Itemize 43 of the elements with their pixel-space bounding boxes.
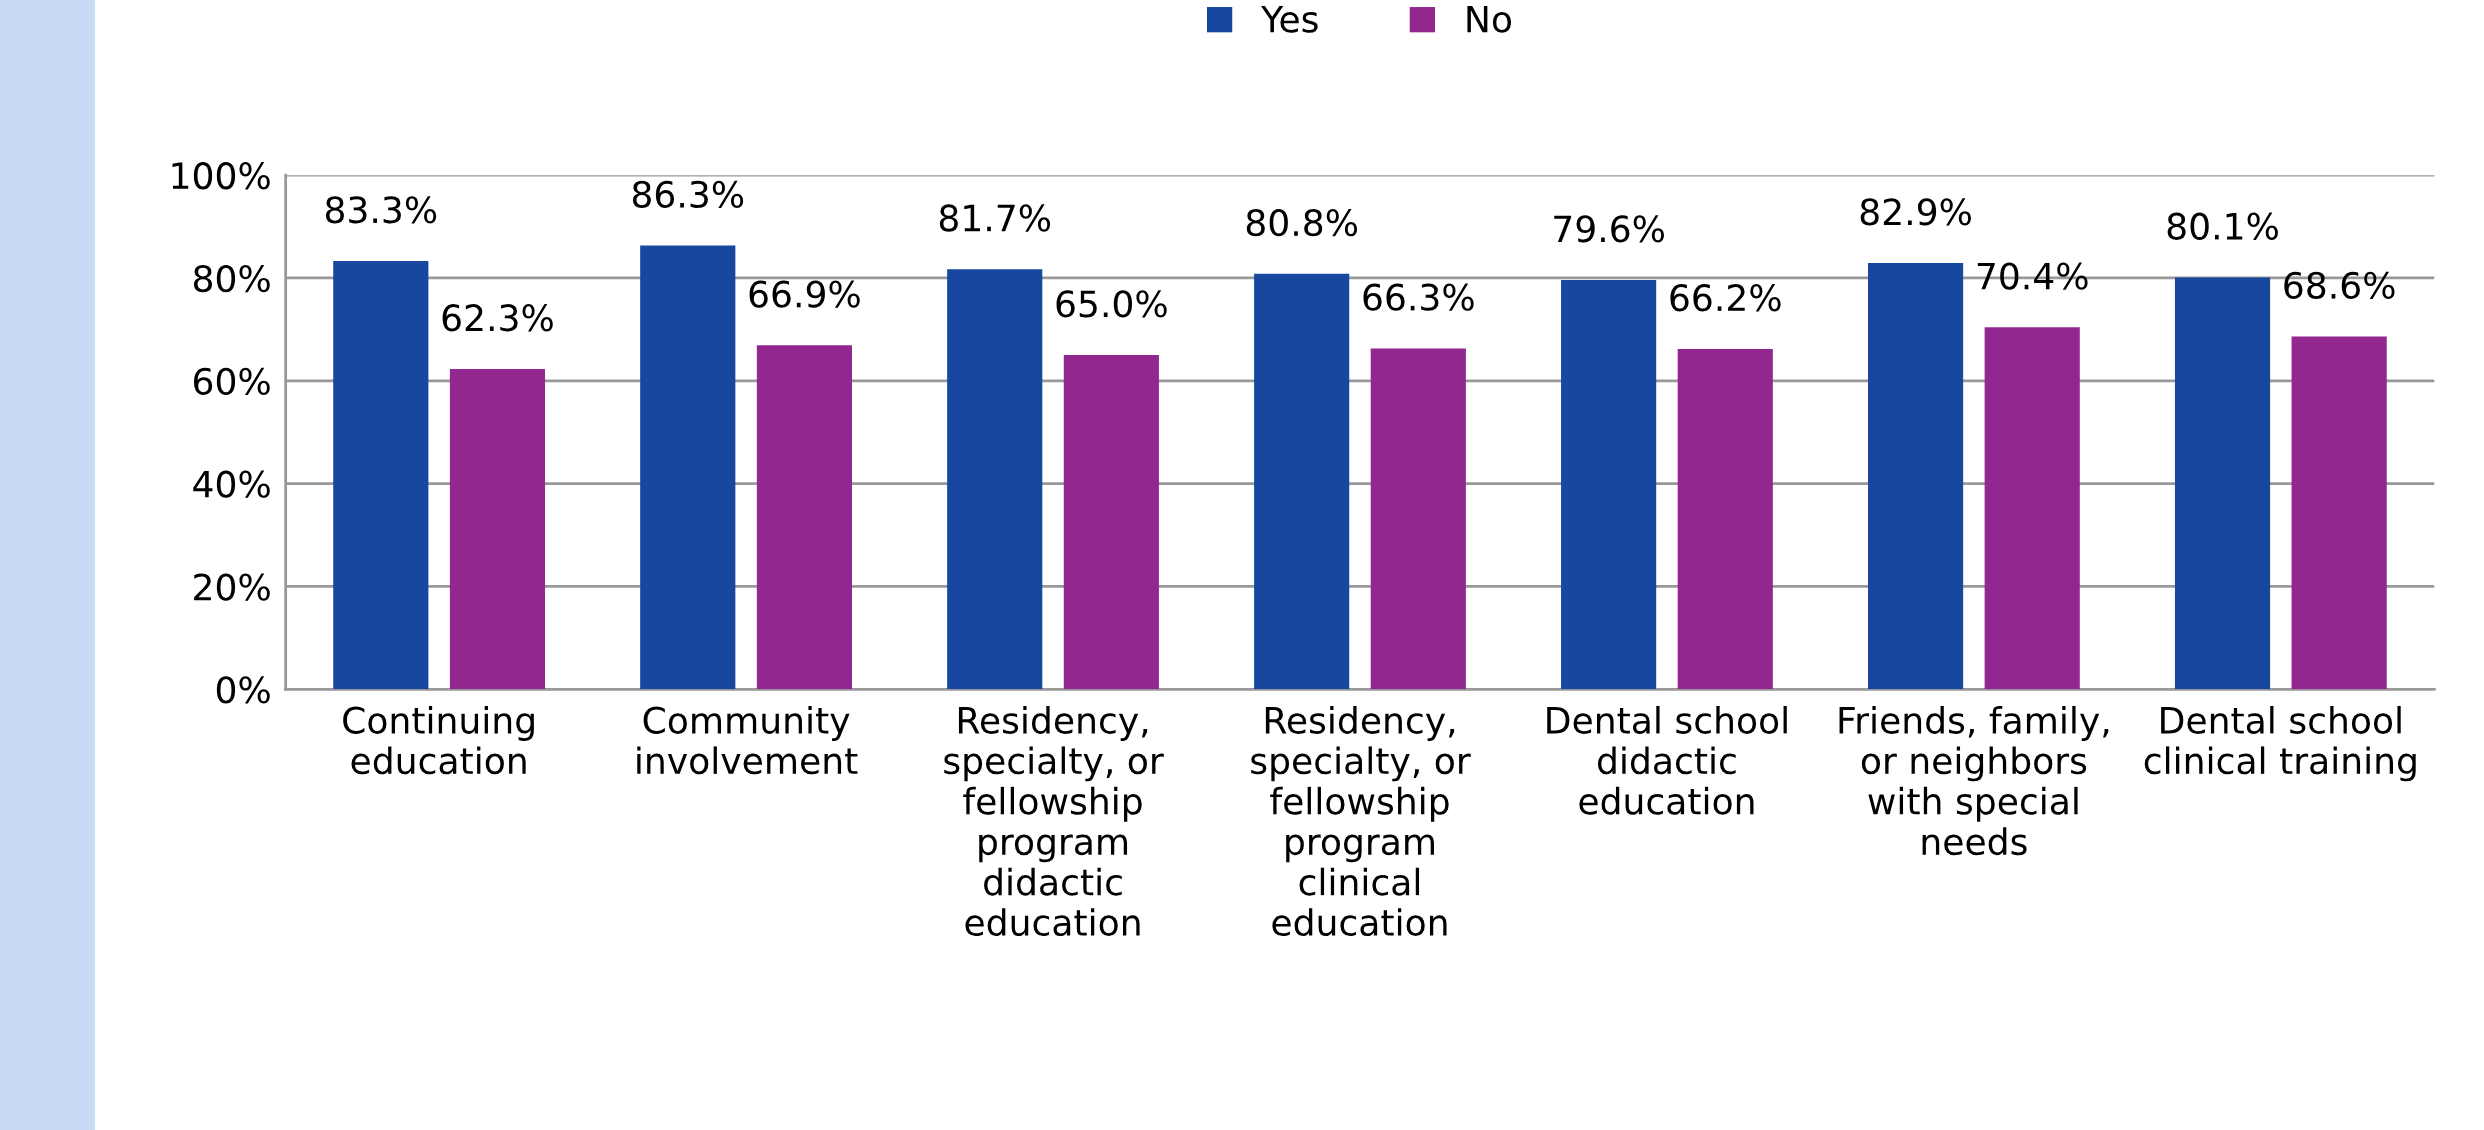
x-tick-label: Friends, family, or neighbors with special needs bbox=[1839, 705, 2109, 856]
data-label: 80.1% bbox=[2167, 212, 2278, 240]
data-label: 66.9% bbox=[749, 280, 860, 308]
data-label: 79.6% bbox=[1554, 215, 1664, 243]
bar bbox=[1063, 355, 1159, 690]
data-label: 66.3% bbox=[1363, 283, 1474, 311]
x-tick-label: Continuing education bbox=[343, 705, 534, 775]
x-tick-label: Dental school clinical training bbox=[2144, 705, 2416, 782]
x-tick-label: Community involvement bbox=[637, 705, 858, 775]
x-tick-label: Dental school didactic education bbox=[1547, 705, 1787, 815]
bar bbox=[1561, 280, 1657, 690]
bar bbox=[1370, 348, 1466, 690]
bar bbox=[756, 345, 852, 690]
bar bbox=[333, 261, 429, 690]
bar bbox=[2174, 277, 2271, 690]
bar bbox=[449, 368, 546, 690]
bar bbox=[2291, 336, 2387, 690]
data-label: 83.3% bbox=[325, 196, 437, 224]
bar bbox=[1867, 263, 1964, 690]
data-label: 68.6% bbox=[2284, 271, 2395, 300]
data-label: 66.2% bbox=[1670, 284, 1781, 312]
data-label: 82.9% bbox=[1860, 198, 1971, 226]
y-tick-label: 0% bbox=[216, 676, 270, 704]
data-label: 65.0% bbox=[1056, 290, 1167, 318]
x-tick-label: Residency, specialty, or fellowship program clinical education bbox=[1251, 705, 1471, 937]
y-tick-label: 60% bbox=[194, 367, 270, 396]
legend-label: No bbox=[1467, 5, 1512, 33]
data-label: 81.7% bbox=[939, 204, 1051, 232]
x-tick-label: Residency, specialty, or fellowship program didactic education bbox=[944, 705, 1164, 937]
y-tick-label: 100% bbox=[172, 162, 270, 190]
y-tick-label: 80% bbox=[193, 264, 270, 293]
data-label: 80.8% bbox=[1246, 209, 1358, 237]
data-label: 62.3% bbox=[442, 304, 553, 332]
legend-label: Yes bbox=[1261, 5, 1318, 33]
data-label: 86.3% bbox=[632, 180, 744, 209]
y-tick-label: 40% bbox=[193, 470, 270, 498]
data-label: 70.4% bbox=[1977, 262, 2088, 290]
bar bbox=[1677, 348, 1773, 690]
bar bbox=[1984, 327, 2080, 690]
bar bbox=[947, 269, 1043, 690]
y-tick-label: 20% bbox=[194, 573, 270, 601]
bar bbox=[1254, 273, 1350, 690]
bar bbox=[640, 245, 736, 690]
